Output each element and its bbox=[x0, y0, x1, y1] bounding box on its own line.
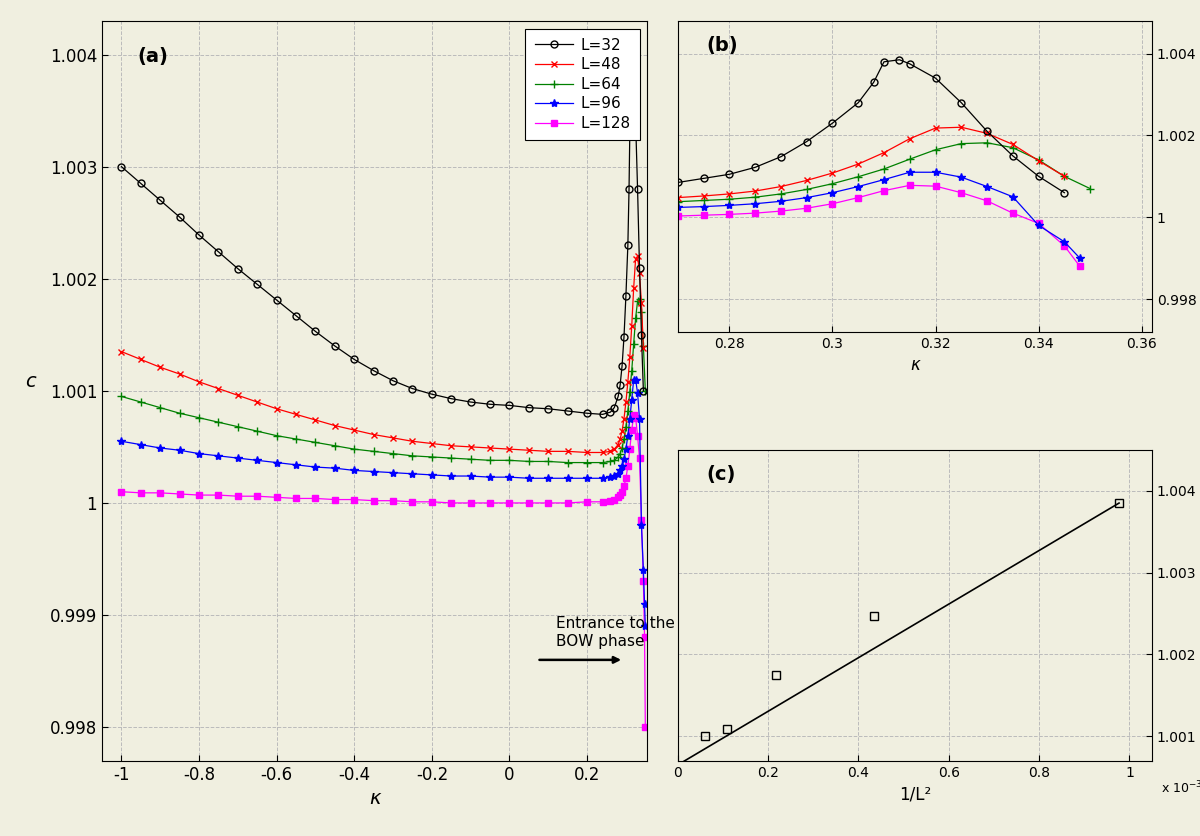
Text: x 10$^{-3}$: x 10$^{-3}$ bbox=[1162, 779, 1200, 796]
Text: (c): (c) bbox=[707, 466, 736, 484]
Y-axis label: c: c bbox=[25, 372, 36, 391]
Legend: L=32, L=48, L=64, L=96, L=128: L=32, L=48, L=64, L=96, L=128 bbox=[526, 28, 640, 140]
X-axis label: 1/L²: 1/L² bbox=[899, 785, 931, 803]
Text: (a): (a) bbox=[138, 47, 168, 66]
X-axis label: κ: κ bbox=[368, 789, 380, 808]
Text: Entrance to the
BOW phase: Entrance to the BOW phase bbox=[556, 616, 674, 649]
X-axis label: κ: κ bbox=[910, 356, 920, 375]
Text: (b): (b) bbox=[707, 37, 738, 55]
